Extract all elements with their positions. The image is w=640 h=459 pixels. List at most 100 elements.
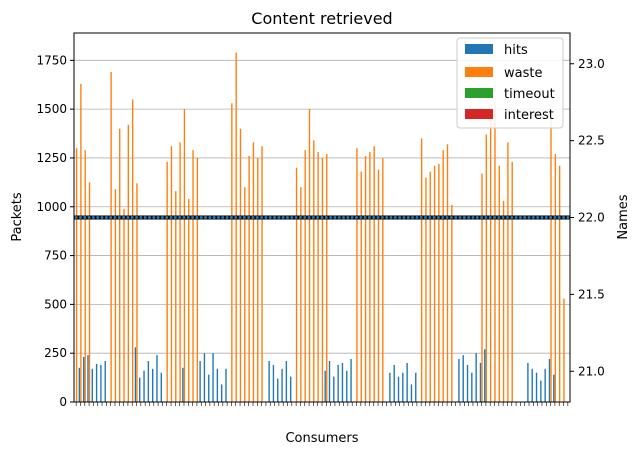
names-marker — [204, 216, 208, 219]
names-marker — [290, 216, 294, 219]
names-marker — [285, 216, 289, 219]
names-marker — [165, 216, 169, 219]
bar-hits — [134, 347, 137, 402]
names-marker — [78, 216, 82, 219]
bar-hits — [139, 377, 141, 402]
bar-hits — [272, 364, 275, 402]
y-tick-label-right: 22.5 — [578, 134, 605, 148]
bar-waste — [511, 161, 513, 402]
names-marker — [91, 216, 95, 219]
names-marker — [229, 216, 233, 219]
bar-hits — [389, 372, 391, 402]
bar-hits — [208, 374, 210, 402]
names-marker — [199, 216, 203, 219]
bar-hits — [333, 376, 335, 402]
bar-hits — [160, 372, 162, 402]
bar-hits — [462, 355, 464, 402]
bar-hits — [458, 359, 460, 402]
bar-hits — [91, 368, 93, 402]
bar-waste — [261, 146, 263, 402]
names-marker — [130, 216, 134, 219]
y-axis-left: 0 250 500 750 1000 1250 1500 1750 — [36, 53, 74, 409]
bar-hits — [471, 372, 473, 402]
names-marker — [104, 216, 108, 219]
y-axis-label-right: Names — [616, 194, 631, 239]
names-marker — [96, 216, 100, 219]
bar-hits — [350, 359, 352, 402]
names-marker — [225, 216, 229, 219]
bar-waste — [131, 99, 134, 402]
bar-hits — [289, 376, 292, 402]
x-axis — [75, 402, 569, 406]
bar-waste — [498, 165, 500, 402]
names-marker — [531, 216, 535, 219]
bar-waste — [80, 83, 82, 402]
bar-hits — [540, 380, 542, 402]
names-marker — [113, 216, 117, 219]
names-marker — [359, 216, 363, 219]
bar-waste — [248, 156, 250, 402]
bar-waste — [175, 191, 177, 402]
names-marker — [260, 216, 264, 219]
bar-waste — [179, 142, 181, 403]
bar-hits — [87, 355, 89, 402]
names-marker — [471, 216, 475, 219]
names-marker — [398, 216, 402, 219]
bar-waste — [196, 157, 199, 402]
bar-hits — [527, 362, 529, 402]
names-marker — [419, 216, 423, 219]
names-marker — [484, 216, 488, 219]
bar-waste — [446, 144, 449, 403]
bar-waste — [369, 152, 371, 402]
bar-waste — [321, 157, 324, 402]
bar-hits — [415, 372, 417, 402]
bar-waste — [373, 146, 375, 402]
names-marker — [402, 216, 406, 219]
names-marker — [428, 216, 432, 219]
names-marker — [337, 216, 341, 219]
names-marker — [342, 216, 346, 219]
bar-waste — [244, 187, 246, 402]
names-marker — [212, 216, 216, 219]
names-marker — [389, 216, 393, 219]
bar-hits — [346, 370, 348, 402]
names-marker — [83, 216, 87, 219]
y-tick-label-left: 1750 — [36, 53, 67, 67]
bar-waste — [481, 173, 483, 402]
names-marker — [173, 216, 177, 219]
y-tick-label-right: 21.0 — [578, 364, 605, 378]
bar-waste — [188, 198, 190, 402]
names-marker — [221, 216, 225, 219]
bar-hits — [268, 361, 270, 402]
names-marker — [311, 216, 315, 219]
names-marker — [527, 216, 531, 219]
bar-hits — [82, 357, 85, 402]
names-marker — [355, 216, 359, 219]
bar-hits — [225, 368, 227, 402]
names-marker — [178, 216, 182, 219]
names-marker — [406, 216, 410, 219]
names-marker — [281, 216, 285, 219]
names-marker — [147, 216, 151, 219]
bar-waste — [377, 169, 380, 402]
bar-waste — [507, 142, 509, 403]
names-layer — [74, 215, 570, 220]
legend-label-hits: hits — [504, 43, 528, 58]
legend: hits waste timeout interest — [456, 37, 564, 129]
bar-hits — [393, 364, 395, 402]
bar-hits — [466, 364, 469, 402]
bar-hits — [212, 353, 214, 402]
y-tick-label-left: 250 — [44, 346, 67, 360]
bar-waste — [502, 200, 505, 402]
names-marker — [376, 216, 380, 219]
bar-waste — [382, 157, 384, 402]
names-marker — [441, 216, 445, 219]
names-marker — [277, 216, 281, 219]
bar-waste — [429, 171, 431, 402]
names-marker — [139, 216, 143, 219]
bar-waste — [166, 161, 168, 402]
names-marker — [195, 216, 199, 219]
names-marker — [216, 216, 220, 219]
names-marker — [393, 216, 397, 219]
bar-hits — [479, 362, 482, 402]
